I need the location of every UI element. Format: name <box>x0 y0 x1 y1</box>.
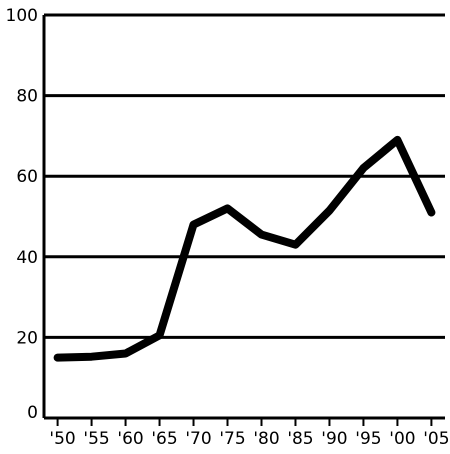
x-tick-label-2005: '05 <box>423 429 449 449</box>
x-tick-label-1970: '70 <box>185 429 211 449</box>
series-group <box>53 135 436 362</box>
y-tick-label-0: 0 <box>27 403 38 423</box>
series-line-0 <box>53 135 436 362</box>
x-tick-label-1955: '55 <box>83 429 109 449</box>
x-tick-label-2000: '00 <box>389 429 415 449</box>
x-tick-label-1985: '85 <box>287 429 313 449</box>
grid-lines <box>44 13 445 339</box>
y-axis-tick-labels: 0 20 40 60 80 100 <box>6 6 38 423</box>
x-tick-label-1995: '95 <box>355 429 381 449</box>
y-tick-label-20: 20 <box>16 328 38 348</box>
x-tick-label-1975: '75 <box>219 429 245 449</box>
x-tick-label-1965: '65 <box>151 429 177 449</box>
x-tick-label-1980: '80 <box>253 429 279 449</box>
x-axis-tick-labels: '50 '55 '60 '65 '70 '75 '80 '85 '90 '95 '00 '05 <box>49 429 449 449</box>
y-tick-label-80: 80 <box>16 87 38 107</box>
x-tick-label-1990: '90 <box>321 429 347 449</box>
x-tick-label-1960: '60 <box>117 429 143 449</box>
x-tick-label-1950: '50 <box>49 429 75 449</box>
y-tick-label-60: 60 <box>16 167 38 187</box>
y-tick-label-40: 40 <box>16 248 38 268</box>
y-tick-label-100: 100 <box>6 6 38 26</box>
